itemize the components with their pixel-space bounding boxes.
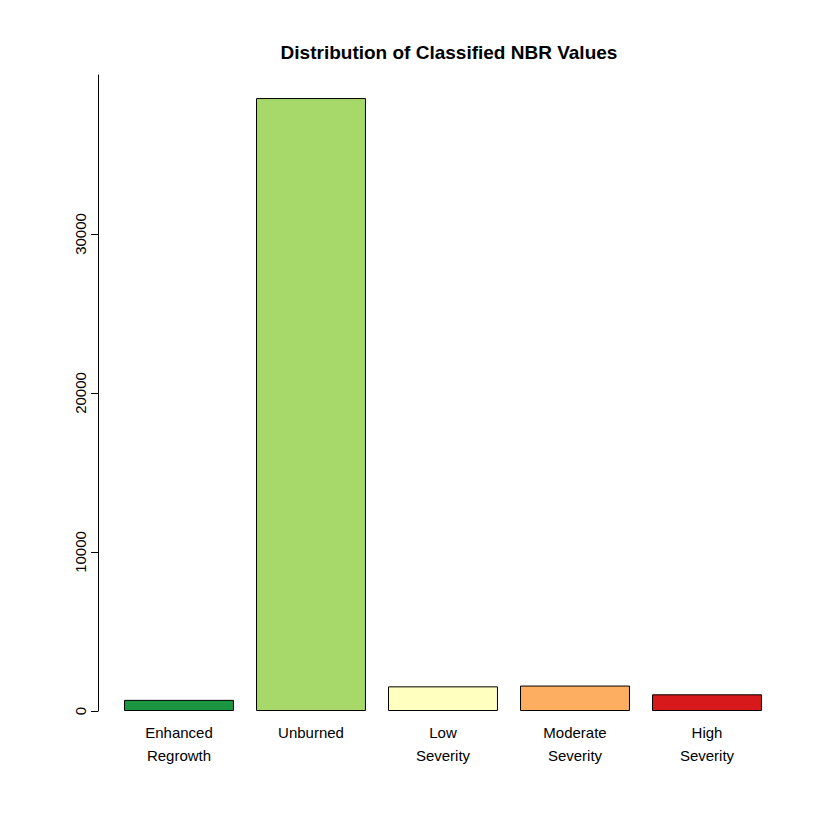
svg-text:Distribution of Classified NBR: Distribution of Classified NBR Values [281,42,618,63]
svg-text:High: High [692,724,723,741]
svg-text:30000: 30000 [72,213,89,255]
svg-text:Enhanced: Enhanced [145,724,213,741]
svg-text:20000: 20000 [72,372,89,414]
svg-text:0: 0 [72,707,89,715]
svg-text:Moderate: Moderate [543,724,606,741]
svg-text:Low: Low [429,724,457,741]
svg-text:Severity: Severity [548,747,603,764]
svg-text:Unburned: Unburned [278,724,344,741]
svg-text:Severity: Severity [416,747,471,764]
svg-text:10000: 10000 [72,531,89,573]
svg-text:Regrowth: Regrowth [147,747,211,764]
svg-text:Severity: Severity [680,747,735,764]
